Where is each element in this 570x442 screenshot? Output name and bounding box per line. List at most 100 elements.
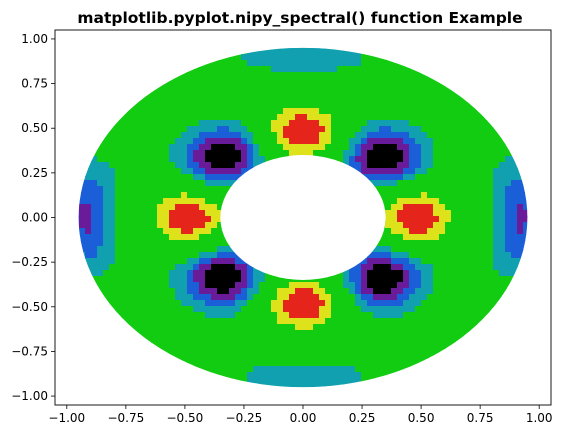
contour-cell bbox=[121, 282, 128, 289]
contour-cell bbox=[313, 342, 320, 349]
contour-cell bbox=[415, 324, 422, 331]
contour-cell bbox=[421, 66, 428, 73]
contour-cell bbox=[511, 288, 518, 295]
contour-cell bbox=[457, 312, 464, 319]
contour-cell bbox=[199, 246, 206, 253]
contour-cell bbox=[253, 54, 260, 61]
contour-cell bbox=[313, 114, 320, 121]
contour-cell bbox=[205, 126, 212, 133]
contour-cell bbox=[343, 312, 350, 319]
contour-cell bbox=[367, 138, 374, 145]
contour-cell bbox=[391, 252, 398, 259]
contour-cell bbox=[307, 120, 314, 127]
contour-cell bbox=[397, 66, 404, 73]
contour-cell bbox=[175, 162, 182, 169]
contour-cell bbox=[169, 258, 176, 265]
contour-cell bbox=[133, 192, 140, 199]
contour-cell bbox=[67, 240, 74, 247]
contour-cell bbox=[157, 192, 164, 199]
contour-cell bbox=[457, 132, 464, 139]
contour-cell bbox=[235, 306, 242, 313]
contour-cell bbox=[361, 372, 368, 379]
contour-cell bbox=[235, 48, 242, 55]
contour-cell bbox=[217, 198, 224, 205]
contour-cell bbox=[337, 372, 344, 379]
contour-cell bbox=[295, 312, 302, 319]
contour-cell bbox=[367, 156, 374, 163]
contour-cell bbox=[145, 228, 152, 235]
contour-cell bbox=[499, 252, 506, 259]
contour-cell bbox=[109, 294, 116, 301]
contour-cell bbox=[133, 198, 140, 205]
contour-cell bbox=[469, 174, 476, 181]
contour-cell bbox=[115, 162, 122, 169]
contour-cell bbox=[151, 264, 158, 271]
contour-cell bbox=[421, 192, 428, 199]
contour-cell bbox=[115, 138, 122, 145]
contour-cell bbox=[127, 156, 134, 163]
contour-cell bbox=[211, 318, 218, 325]
contour-cell bbox=[91, 228, 98, 235]
contour-cell bbox=[253, 60, 260, 67]
contour-cell bbox=[253, 258, 260, 265]
contour-cell bbox=[211, 174, 218, 181]
contour-cell bbox=[199, 372, 206, 379]
contour-cell bbox=[415, 216, 422, 223]
contour-cell bbox=[301, 384, 308, 391]
contour-cell bbox=[493, 306, 500, 313]
contour-cell bbox=[409, 90, 416, 97]
contour-cell bbox=[421, 342, 428, 349]
contour-cell bbox=[91, 288, 98, 295]
y-tick-label: 0.00 bbox=[21, 211, 48, 225]
contour-cell bbox=[223, 204, 230, 211]
contour-cell bbox=[361, 150, 368, 157]
contour-cell bbox=[349, 288, 356, 295]
contour-cell bbox=[151, 192, 158, 199]
contour-cell bbox=[211, 102, 218, 109]
contour-cell bbox=[169, 342, 176, 349]
contour-cell bbox=[163, 204, 170, 211]
contour-cell bbox=[211, 276, 218, 283]
contour-cell bbox=[121, 132, 128, 139]
contour-cell bbox=[169, 354, 176, 361]
contour-cell bbox=[271, 84, 278, 91]
contour-cell bbox=[433, 342, 440, 349]
contour-cell bbox=[157, 180, 164, 187]
contour-cell bbox=[511, 198, 518, 205]
contour-cell bbox=[97, 162, 104, 169]
contour-cell bbox=[217, 306, 224, 313]
contour-cell bbox=[169, 336, 176, 343]
contour-cell bbox=[295, 276, 302, 283]
contour-cell bbox=[349, 258, 356, 265]
contour-cell bbox=[379, 210, 386, 217]
contour-cell bbox=[265, 312, 272, 319]
contour-cell bbox=[277, 150, 284, 157]
contour-cell bbox=[229, 186, 236, 193]
contour-cell bbox=[169, 330, 176, 337]
contour-cell bbox=[271, 60, 278, 67]
contour-cell bbox=[493, 264, 500, 271]
contour-cell bbox=[433, 354, 440, 361]
contour-cell bbox=[253, 144, 260, 151]
contour-cell bbox=[403, 96, 410, 103]
contour-cell bbox=[349, 90, 356, 97]
contour-cell bbox=[391, 354, 398, 361]
contour-cell bbox=[385, 198, 392, 205]
contour-cell bbox=[445, 138, 452, 145]
contour-cell bbox=[427, 336, 434, 343]
contour-cell bbox=[187, 162, 194, 169]
contour-cell bbox=[169, 228, 176, 235]
contour-cell bbox=[391, 222, 398, 229]
contour-cell bbox=[175, 258, 182, 265]
contour-cell bbox=[385, 168, 392, 175]
contour-cell bbox=[301, 378, 308, 385]
contour-cell bbox=[403, 204, 410, 211]
contour-cell bbox=[361, 384, 368, 391]
contour-cell bbox=[343, 390, 350, 397]
contour-cell bbox=[283, 330, 290, 337]
contour-cell bbox=[397, 192, 404, 199]
contour-cell bbox=[187, 360, 194, 367]
contour-cell bbox=[139, 162, 146, 169]
contour-cell bbox=[355, 282, 362, 289]
contour-cell bbox=[187, 150, 194, 157]
